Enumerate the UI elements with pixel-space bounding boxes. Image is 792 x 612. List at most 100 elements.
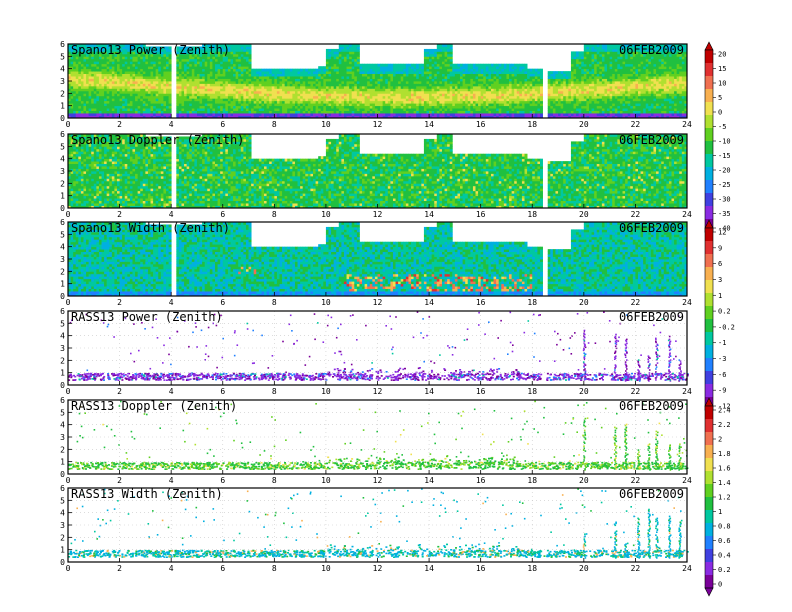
x-axis: 0 2 4 6 8 10 12 14 16 18 20 22 24 xyxy=(66,114,692,129)
x-tick-label: 0 xyxy=(66,210,71,219)
panel-title: RASS13 Width (Zenith) xyxy=(71,487,223,501)
colorbar-tick-label: 10 xyxy=(718,80,726,88)
colorbar: 20 15 10 5 0 -5 -10 -15 -20 -25 -30 -35 -40 xyxy=(704,41,731,241)
y-tick-label: 5 xyxy=(60,408,65,417)
panel-title: Spano13 Doppler (Zenith) xyxy=(71,133,244,147)
y-tick-label: 0 xyxy=(60,204,65,213)
colorbar-tick-label: 2 xyxy=(718,436,722,444)
x-tick-label: 0 xyxy=(66,387,71,396)
colorbar-tick-label: 1.6 xyxy=(718,465,731,473)
y-tick-label: 3 xyxy=(60,521,65,530)
x-tick-label: 8 xyxy=(272,120,277,129)
x-tick-label: 16 xyxy=(476,476,486,485)
colorbar-tick-label: 0 xyxy=(718,581,722,589)
x-tick-label: 10 xyxy=(321,564,331,573)
x-axis: 0 2 4 6 8 10 12 14 16 18 20 22 24 xyxy=(66,204,692,219)
gridlines xyxy=(68,488,687,562)
x-tick-label: 20 xyxy=(579,298,589,307)
x-tick-label: 12 xyxy=(373,387,383,396)
x-tick-label: 18 xyxy=(527,210,537,219)
heatmap-cells xyxy=(68,44,687,118)
scatter-points xyxy=(68,488,689,559)
x-tick-label: 24 xyxy=(682,210,692,219)
y-tick-label: 3 xyxy=(60,255,65,264)
heatmap-cells xyxy=(68,134,687,208)
y-tick-label: 2 xyxy=(60,267,65,276)
x-tick-label: 6 xyxy=(220,298,225,307)
x-tick-label: 10 xyxy=(321,387,331,396)
y-tick-label: 5 xyxy=(60,496,65,505)
x-tick-label: 4 xyxy=(169,564,174,573)
colorbar-tick-label: 2.2 xyxy=(718,421,731,429)
y-tick-label: 6 xyxy=(60,484,65,493)
x-tick-label: 20 xyxy=(579,476,589,485)
colorbar: 2.4 2.2 2 1.8 1.6 1.4 1.2 1 0.8 0.6 0.4 0.2 0 xyxy=(704,397,731,597)
x-tick-label: 14 xyxy=(424,564,434,573)
x-tick-label: 18 xyxy=(527,564,537,573)
x-tick-label: 8 xyxy=(272,210,277,219)
y-tick-label: 2 xyxy=(60,445,65,454)
colorbar-tick-label: 1 xyxy=(718,508,722,516)
x-tick-label: 22 xyxy=(631,210,641,219)
x-tick-label: 22 xyxy=(631,564,641,573)
x-tick-label: 2 xyxy=(117,564,122,573)
y-tick-label: 6 xyxy=(60,218,65,227)
x-tick-label: 4 xyxy=(169,476,174,485)
x-tick-label: 2 xyxy=(117,298,122,307)
y-tick-label: 4 xyxy=(60,65,65,74)
x-tick-label: 0 xyxy=(66,476,71,485)
y-tick-label: 3 xyxy=(60,433,65,442)
x-tick-label: 8 xyxy=(272,298,277,307)
x-tick-label: 14 xyxy=(424,210,434,219)
y-tick-label: 1 xyxy=(60,102,65,111)
panel-title: Spano13 Width (Zenith) xyxy=(71,221,230,235)
x-tick-label: 24 xyxy=(682,120,692,129)
colorbar-tick-label: 0.2 xyxy=(718,308,731,316)
y-tick-label: 3 xyxy=(60,167,65,176)
x-tick-label: 18 xyxy=(527,476,537,485)
x-tick-label: 4 xyxy=(169,298,174,307)
colorbar-tick-label: -0.2 xyxy=(718,323,735,331)
colorbar-tick-label: 0.2 xyxy=(718,566,731,574)
colorbar-tick-label: -1 xyxy=(718,339,726,347)
y-tick-label: 2 xyxy=(60,533,65,542)
y-tick-label: 5 xyxy=(60,52,65,61)
colorbar-tick-label: -20 xyxy=(718,167,731,175)
y-tick-label: 2 xyxy=(60,356,65,365)
y-tick-label: 1 xyxy=(60,369,65,378)
x-tick-label: 10 xyxy=(321,298,331,307)
colorbar-tick-label: -3 xyxy=(718,355,726,363)
y-axis: 0 1 2 3 4 5 6 xyxy=(60,218,72,301)
colorbar-tick-label: -10 xyxy=(718,138,731,146)
colorbar-tick-label: 0.8 xyxy=(718,523,731,531)
colorbar-tick-label: -35 xyxy=(718,210,731,218)
y-tick-label: 0 xyxy=(60,292,65,301)
panel-title: RASS13 Doppler (Zenith) xyxy=(71,399,237,413)
x-tick-label: 12 xyxy=(373,120,383,129)
y-tick-label: 0 xyxy=(60,381,65,390)
x-tick-label: 20 xyxy=(579,120,589,129)
x-tick-label: 20 xyxy=(579,564,589,573)
y-tick-label: 3 xyxy=(60,77,65,86)
y-tick-label: 1 xyxy=(60,458,65,467)
x-tick-label: 20 xyxy=(579,387,589,396)
y-tick-label: 4 xyxy=(60,332,65,341)
y-tick-label: 4 xyxy=(60,243,65,252)
panel-title: Spano13 Power (Zenith) xyxy=(71,43,230,57)
colorbar-tick-label: -12 xyxy=(718,403,731,411)
x-tick-label: 6 xyxy=(220,120,225,129)
colorbar-tick-label: 2.4 xyxy=(718,407,731,415)
x-tick-label: 14 xyxy=(424,298,434,307)
scatter-points xyxy=(68,311,689,382)
x-tick-label: 14 xyxy=(424,476,434,485)
colorbar-tick-label: 0.6 xyxy=(718,537,731,545)
x-tick-label: 6 xyxy=(220,476,225,485)
x-tick-label: 18 xyxy=(527,120,537,129)
x-tick-label: 2 xyxy=(117,210,122,219)
y-tick-label: 4 xyxy=(60,421,65,430)
x-tick-label: 12 xyxy=(373,564,383,573)
x-tick-label: 24 xyxy=(682,298,692,307)
y-tick-label: 6 xyxy=(60,396,65,405)
colorbar-tick-label: -15 xyxy=(718,152,731,160)
